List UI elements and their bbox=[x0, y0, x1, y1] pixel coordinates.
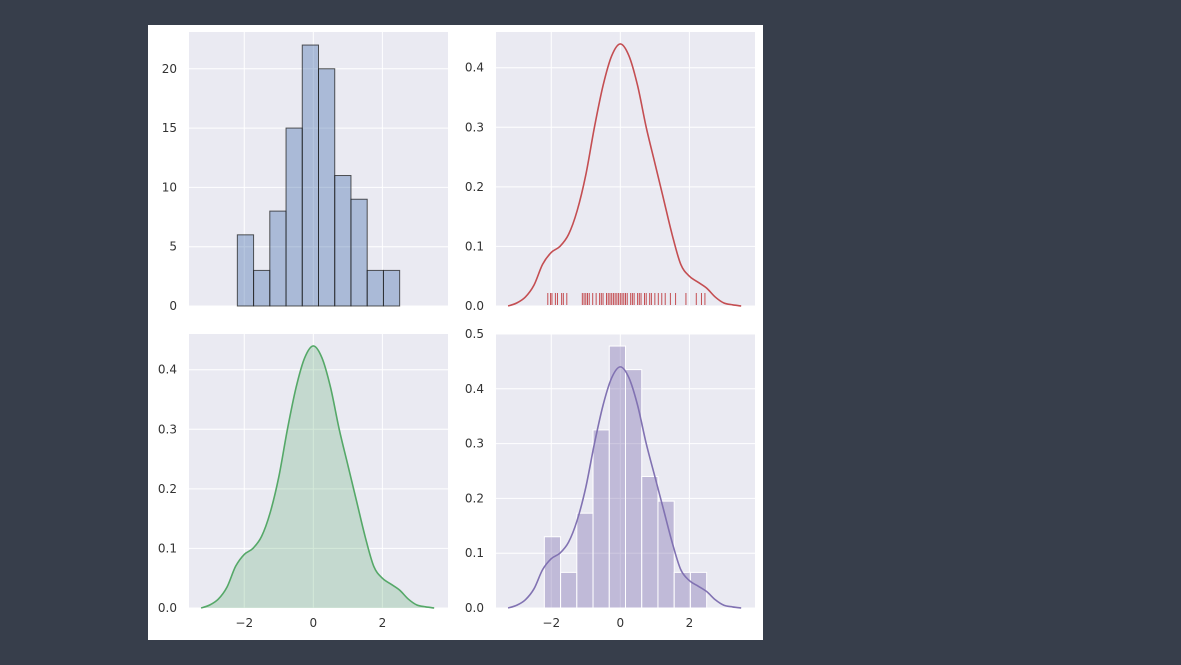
y-tick-label: 0.5 bbox=[465, 327, 484, 341]
histogram-bar bbox=[350, 198, 368, 307]
kde-area-fill bbox=[201, 345, 435, 608]
histogram-bar bbox=[253, 269, 271, 307]
histogram-bar bbox=[269, 210, 287, 307]
histogram-bar bbox=[301, 44, 319, 307]
chart-hist-counts: 0 5 10 15 20 bbox=[162, 32, 448, 313]
y-tick-label: 0.0 bbox=[465, 601, 484, 615]
x-tick-label: 0 bbox=[309, 616, 317, 630]
histogram-bar bbox=[592, 429, 610, 609]
y-tick-label: 0.4 bbox=[158, 363, 177, 377]
axes-background bbox=[496, 32, 755, 306]
figure-panel: 0 5 10 15 20 0.0 0.1 0.2 0.3 0.4 0.0 0.1 0.2 0.3 0.4 −2… bbox=[148, 25, 763, 640]
y-tick-label: 0.2 bbox=[158, 482, 177, 496]
x-tick-label: 0 bbox=[616, 616, 624, 630]
histogram-bar bbox=[366, 269, 384, 307]
histogram-bar bbox=[382, 269, 401, 307]
chart-kde-rug: 0.0 0.1 0.2 0.3 0.4 bbox=[465, 32, 755, 313]
histogram-bar bbox=[285, 127, 303, 307]
y-tick-label: 15 bbox=[162, 121, 177, 135]
histogram-bar bbox=[543, 536, 562, 609]
y-tick-label: 0.4 bbox=[465, 61, 484, 75]
y-tick-label: 10 bbox=[162, 180, 177, 194]
chart-hist-kde: 0.0 0.1 0.2 0.3 0.4 0.5 −2 0 2 bbox=[465, 327, 755, 630]
histogram-bar bbox=[576, 512, 594, 609]
kde-line bbox=[200, 345, 435, 609]
y-tick-label: 0.2 bbox=[465, 491, 484, 505]
y-tick-label: 0.4 bbox=[465, 382, 484, 396]
y-tick-label: 0.2 bbox=[465, 180, 484, 194]
kde-line bbox=[507, 43, 742, 307]
histogram-bar bbox=[689, 571, 708, 609]
histogram-bar bbox=[673, 571, 691, 609]
x-tick-label: −2 bbox=[542, 616, 560, 630]
y-tick-label: 20 bbox=[162, 62, 177, 76]
histogram-bar bbox=[318, 68, 336, 307]
histogram-bar bbox=[560, 571, 578, 609]
chart-kde-shaded: 0.0 0.1 0.2 0.3 0.4 −2 0 2 bbox=[158, 334, 448, 630]
y-tick-label: 0.1 bbox=[158, 541, 177, 555]
histogram-bar bbox=[608, 345, 627, 609]
y-tick-label: 0 bbox=[169, 299, 177, 313]
figure-canvas: 051015200.00.10.20.30.40.00.10.20.30.4−2… bbox=[148, 25, 763, 640]
histogram-bar bbox=[625, 369, 643, 609]
histogram-bar bbox=[334, 175, 352, 307]
x-tick-label: 2 bbox=[379, 616, 387, 630]
y-tick-label: 0.1 bbox=[465, 546, 484, 560]
y-tick-label: 0.0 bbox=[465, 299, 484, 313]
y-tick-label: 0.3 bbox=[465, 437, 484, 451]
histogram-bar bbox=[641, 475, 659, 609]
y-tick-label: 5 bbox=[169, 240, 177, 254]
histogram-bar bbox=[657, 500, 675, 609]
y-tick-label: 0.0 bbox=[158, 601, 177, 615]
y-tick-label: 0.3 bbox=[465, 120, 484, 134]
x-tick-label: −2 bbox=[235, 616, 253, 630]
y-tick-label: 0.3 bbox=[158, 422, 177, 436]
x-tick-label: 2 bbox=[686, 616, 694, 630]
histogram-bar bbox=[236, 234, 255, 307]
kde-line bbox=[507, 366, 742, 609]
axes-background bbox=[189, 334, 448, 608]
y-tick-label: 0.1 bbox=[465, 239, 484, 253]
